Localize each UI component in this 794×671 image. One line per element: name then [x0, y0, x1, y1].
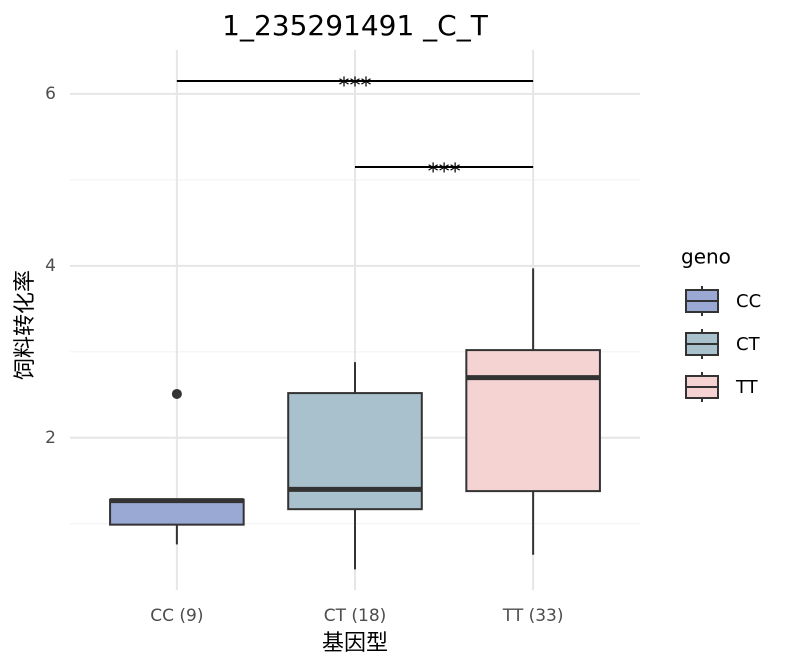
y-tick-label: 6: [45, 84, 56, 104]
y-tick-label: 4: [45, 256, 56, 276]
x-tick-label: CC (9): [150, 606, 203, 626]
outlier: [171, 388, 182, 399]
significance-label: ***: [428, 160, 461, 185]
legend-title: geno: [681, 245, 731, 269]
legend-label: CC: [736, 291, 761, 312]
significance-label: ***: [339, 74, 372, 99]
chart-title: 1_235291491 _C_T: [222, 9, 489, 42]
box: [109, 498, 245, 526]
legend-label: CT: [736, 334, 761, 355]
y-axis-title: 饲料转化率: [13, 270, 38, 380]
x-tick-label: TT (33): [502, 606, 564, 626]
legend-label: TT: [735, 377, 759, 398]
y-tick-label: 2: [45, 428, 56, 448]
box: [465, 349, 601, 493]
x-axis-title: 基因型: [322, 631, 388, 656]
x-tick-label: CT (18): [324, 606, 387, 626]
